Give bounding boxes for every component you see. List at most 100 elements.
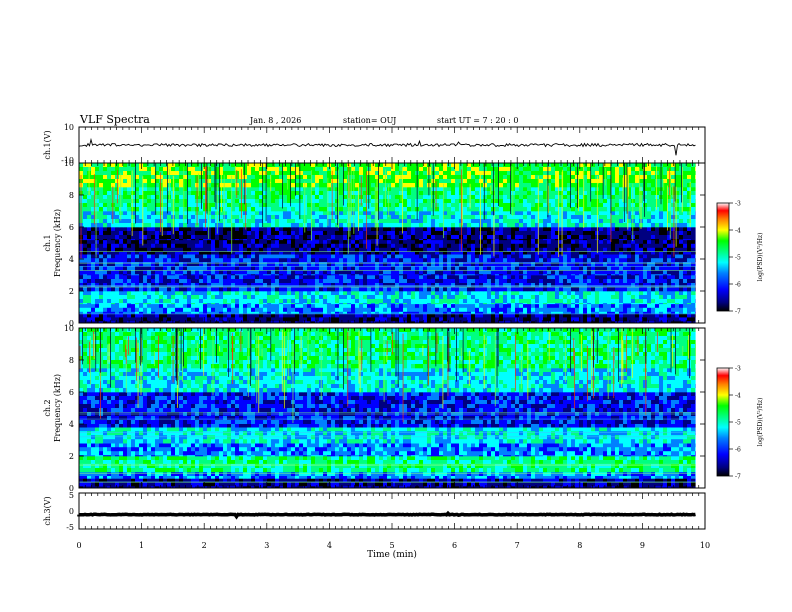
spectrogram-cell xyxy=(411,227,416,232)
spectrogram-cell xyxy=(503,295,508,300)
spectrogram-cell xyxy=(535,254,540,259)
spectrogram-cell xyxy=(335,311,340,314)
spectrogram-cell xyxy=(367,317,372,322)
spectrogram-cell xyxy=(451,258,456,263)
spectrogram-cell xyxy=(399,235,404,240)
spectrogram-cell xyxy=(367,235,372,240)
spectrogram-cell xyxy=(583,299,588,304)
spectrogram-cell xyxy=(659,243,664,249)
spectrogram-cell xyxy=(339,299,344,304)
spectrogram-cell xyxy=(83,251,88,255)
spectrogram-cell xyxy=(535,270,540,275)
spectrogram-cell xyxy=(207,219,212,224)
spectrogram-cell xyxy=(327,303,332,305)
spectrogram-cell xyxy=(335,258,340,263)
spectrogram-cell xyxy=(347,317,352,322)
spectrogram-cell xyxy=(539,303,544,309)
spectrogram-cell xyxy=(607,295,612,300)
spectrogram-cell xyxy=(543,307,548,313)
spectrogram-cell xyxy=(351,254,356,259)
spectrogram-cell xyxy=(323,227,328,232)
spectrogram-cell xyxy=(287,227,292,232)
spectrogram-cell xyxy=(235,247,240,253)
spectrogram-cell xyxy=(155,223,160,228)
spectrogram-cell xyxy=(675,231,680,236)
spectrogram-cell xyxy=(399,299,404,304)
spectrogram-cell xyxy=(371,274,376,276)
spectrogram-cell xyxy=(687,270,692,275)
spectrogram-cell xyxy=(147,287,152,292)
spectrogram-cell xyxy=(315,303,320,309)
spectrogram-cell xyxy=(515,243,520,249)
spectrogram-cell xyxy=(123,239,128,245)
spectrogram-cell xyxy=(419,247,424,253)
spectrogram-cell xyxy=(231,270,236,275)
spectrogram-cell xyxy=(443,291,448,296)
spectrogram-cell xyxy=(135,279,140,284)
spectrogram-cell xyxy=(503,223,508,228)
spectrogram-cell xyxy=(343,247,348,253)
spectrogram-cell xyxy=(271,279,276,284)
spectrogram-cell xyxy=(367,287,372,292)
spectrogram-cell xyxy=(627,227,632,232)
spectrogram-cell xyxy=(383,313,388,318)
spectrogram-cell xyxy=(627,231,632,236)
spectrogram-cell xyxy=(167,317,172,322)
spectrogram-cell xyxy=(591,311,596,314)
spectrogram-cell xyxy=(483,275,488,280)
spectrogram-cell xyxy=(335,295,340,300)
spectrogram-cell xyxy=(663,258,668,263)
spectrogram-cell xyxy=(231,287,236,292)
spectrogram-cell xyxy=(403,270,408,275)
spectrogram-cell xyxy=(307,239,312,241)
spectrogram-cell xyxy=(383,239,388,245)
spectrogram-cell xyxy=(599,311,604,314)
spectrogram-cell xyxy=(363,211,368,216)
spectrogram-cell xyxy=(339,275,344,280)
spectrogram-cell xyxy=(363,311,368,314)
spectrogram-cell xyxy=(151,247,156,253)
spectrogram-cell xyxy=(427,270,432,275)
spectrogram-cell xyxy=(287,274,292,276)
spectrogram-cell xyxy=(599,247,604,253)
spectrogram-cell xyxy=(267,227,272,232)
spectrogram-cell xyxy=(651,303,656,309)
spectrogram-cell xyxy=(519,258,524,263)
spectrogram-cell xyxy=(279,239,284,241)
spectrogram-cell xyxy=(415,227,420,232)
spectrogram-cell xyxy=(423,295,428,300)
spectrogram-cell xyxy=(95,243,100,249)
spectrogram-cell xyxy=(487,303,492,305)
spectrogram-cell xyxy=(115,231,120,236)
spectrogram-cell xyxy=(667,299,672,304)
spectrogram-cell xyxy=(419,215,424,220)
spectrogram-cell xyxy=(183,313,188,318)
spectrogram-cell xyxy=(339,270,344,275)
spectrogram-cell xyxy=(563,239,568,245)
spectrogram-cell xyxy=(531,275,536,280)
spectrogram-cell xyxy=(543,303,548,305)
spectrogram-cell xyxy=(555,313,560,318)
spectrogram-cell xyxy=(291,262,296,267)
spectrogram-cell xyxy=(495,235,500,240)
spectrogram-cell xyxy=(579,317,584,322)
spectrogram-cell xyxy=(431,251,436,255)
spectrogram-cell xyxy=(87,231,92,236)
spectrogram-cell xyxy=(299,274,304,276)
spectrogram-cell xyxy=(583,239,588,245)
spectrogram-cell xyxy=(375,247,380,253)
spectrogram-cell xyxy=(159,321,164,324)
spectrogram-cell xyxy=(291,313,296,318)
spectrogram-cell xyxy=(595,307,600,313)
spectrogram-cell xyxy=(579,295,584,300)
spectrogram-cell xyxy=(467,266,472,271)
spectrogram-cell xyxy=(483,295,488,300)
spectrogram-cell xyxy=(439,299,444,304)
spectrogram-cell xyxy=(563,321,568,324)
spectrogram-cell xyxy=(499,266,504,271)
spectrogram-cell xyxy=(271,239,276,241)
spectrogram-cell xyxy=(367,262,372,267)
spectrogram-cell xyxy=(591,299,596,304)
spectrogram-cell xyxy=(659,239,664,241)
spectrogram-cell xyxy=(311,243,316,249)
